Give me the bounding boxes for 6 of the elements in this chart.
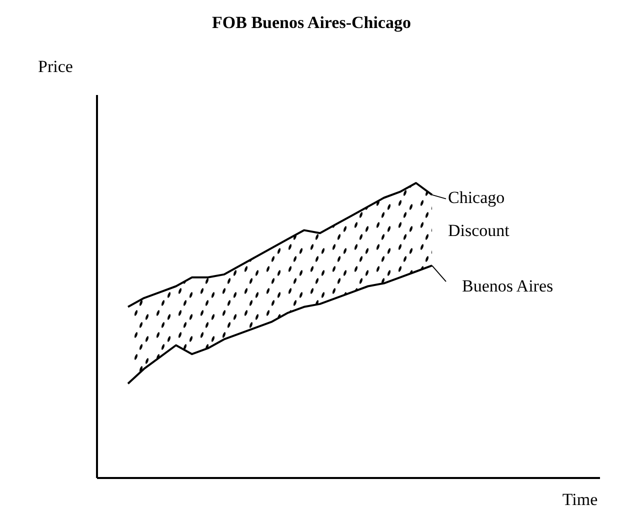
text: Time (562, 490, 598, 509)
text: Price (38, 57, 73, 76)
chart-title: FOB Buenos Aires-Chicago (212, 13, 411, 32)
series-label: Buenos Aires (462, 276, 554, 296)
legend-label: Chicago (448, 188, 505, 207)
text: Discount (448, 221, 510, 240)
